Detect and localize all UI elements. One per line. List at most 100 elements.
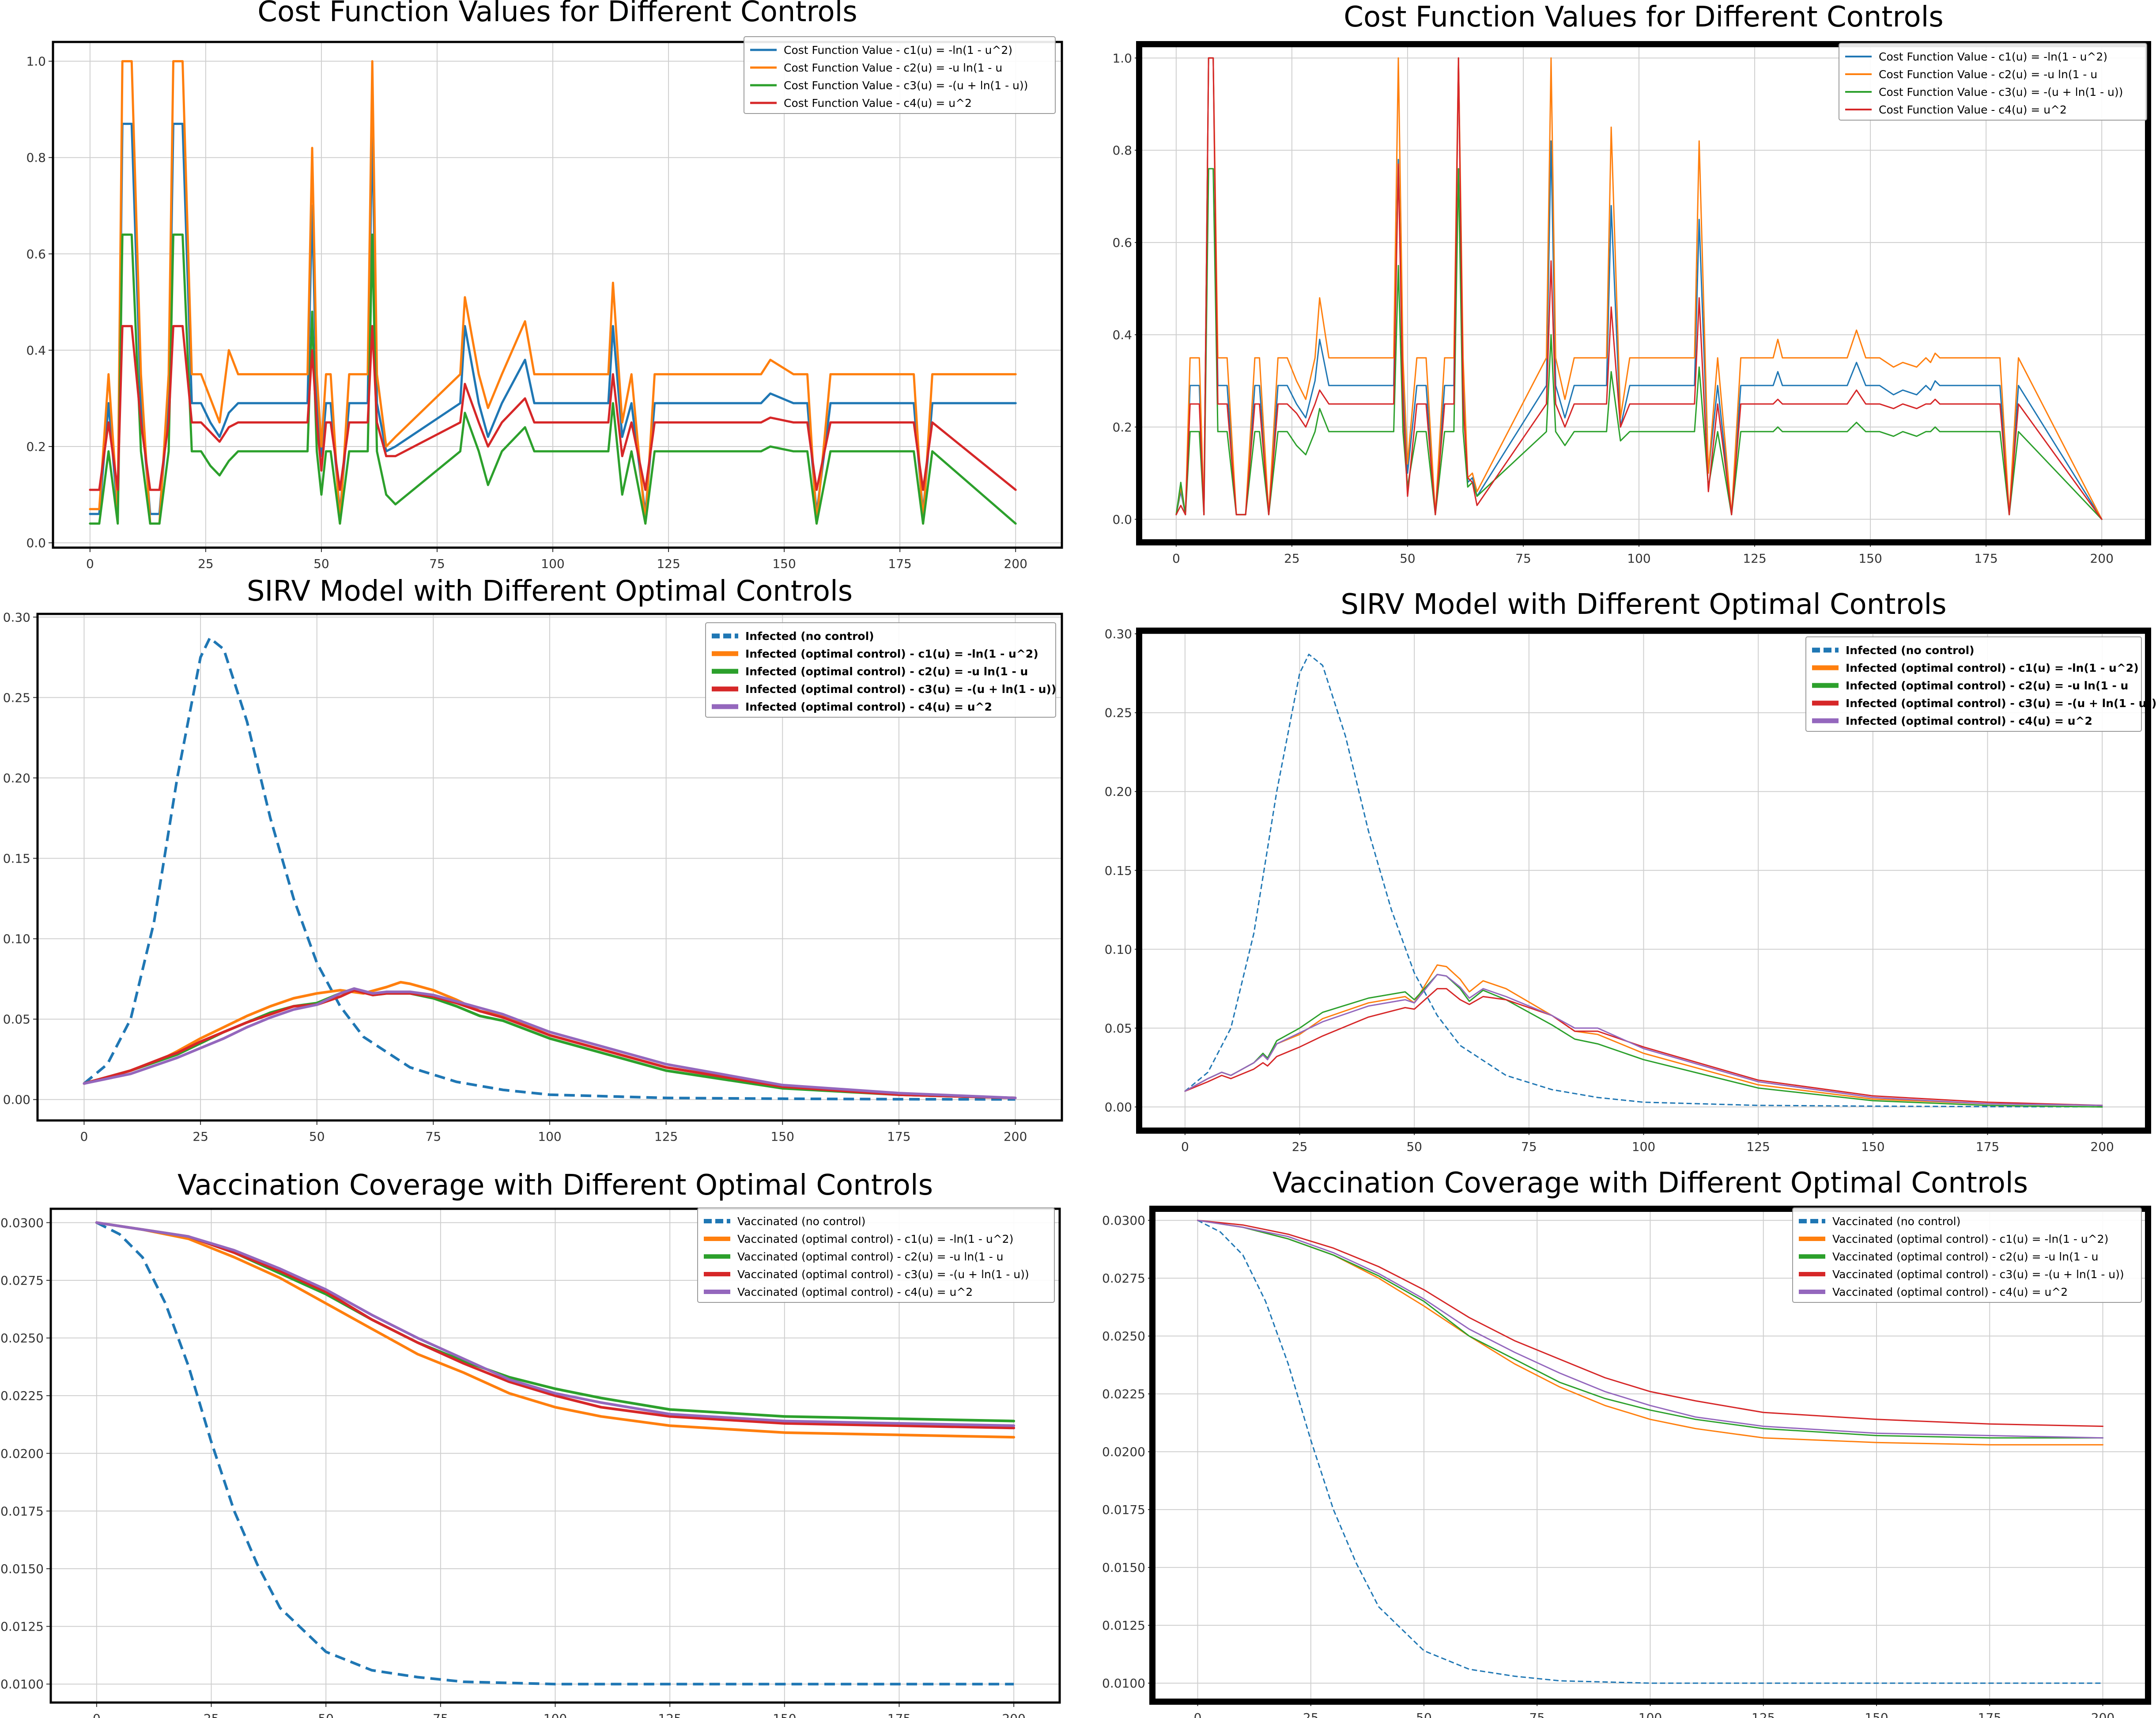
x-tick-label: 0 (93, 1711, 101, 1718)
x-tick-label: 75 (1515, 551, 1531, 566)
y-tick-label: 0.0225 (1102, 1387, 1145, 1401)
vaccination-coverage-chart-left: Vaccination Coverage with Different Opti… (0, 1169, 1061, 1718)
x-tick-label: 0 (1172, 551, 1180, 566)
chart-title: SIRV Model with Different Optimal Contro… (1340, 588, 1946, 621)
y-tick-label: 0.0275 (1102, 1271, 1145, 1286)
x-tick-label: 125 (1746, 1139, 1770, 1154)
x-tick-label: 0 (1194, 1710, 1202, 1718)
series-line-vaccinated-optimal-control-c4-u-u-2 (1197, 1219, 2103, 1439)
legend-label: Cost Function Value - c2(u) = -u ln(1 - … (1879, 68, 2097, 81)
y-tick-label: 0.30 (3, 610, 30, 624)
x-tick-label: 175 (887, 1129, 910, 1144)
legend-label: Infected (no control) (1846, 644, 1975, 657)
chart-title: SIRV Model with Different Optimal Contro… (247, 575, 853, 608)
axes-frame (1149, 1206, 2151, 1705)
series-group (1175, 57, 2103, 520)
series-line-vaccinated-optimal-control-c4-u-u-2 (95, 1221, 1016, 1427)
chart-title: Vaccination Coverage with Different Opti… (177, 1169, 933, 1202)
y-tick-label: 0.8 (26, 151, 46, 165)
y-tick-label: 0.05 (1105, 1021, 1132, 1036)
cost-function-chart-left: Cost Function Values for Different Contr… (26, 0, 1063, 571)
x-tick-label: 100 (1627, 551, 1650, 566)
series-line-infected-no-control (83, 636, 1016, 1101)
y-tick-label: 0.0175 (0, 1504, 44, 1518)
y-tick-label: 0.10 (1105, 942, 1132, 957)
legend-label: Vaccinated (no control) (737, 1215, 865, 1228)
legend: Vaccinated (no control) Vaccinated (optim… (697, 1207, 1055, 1303)
x-tick-label: 200 (1004, 556, 1027, 571)
legend-label: Infected (no control) (745, 630, 874, 643)
legend-label: Infected (optimal control) - c1(u) = -ln… (1846, 662, 2139, 674)
legend-label: Infected (optimal control) - c2(u) = -u … (745, 665, 1028, 678)
series-group (83, 636, 1017, 1101)
vaccination-coverage-chart-right: Vaccination Coverage with Different Opti… (1102, 1167, 2151, 1718)
y-tick-label: 0.00 (1105, 1100, 1132, 1114)
y-tick-label: 0.6 (1112, 235, 1132, 250)
y-tick-label: 0.20 (1105, 784, 1132, 799)
y-tick-label: 0.0300 (1102, 1213, 1145, 1228)
x-tick-label: 125 (658, 1711, 681, 1718)
series-line-cost-function-value-c2-u-u-ln-1-u (1175, 57, 2103, 520)
series-line-cost-function-value-c4-u-u-2 (1175, 57, 2103, 520)
y-tick-label: 0.6 (26, 247, 46, 261)
y-tick-label: 0.0225 (0, 1389, 44, 1403)
axes-frame (49, 1207, 1061, 1704)
x-tick-label: 0 (86, 556, 94, 571)
x-tick-label: 100 (1639, 1710, 1662, 1718)
y-tick-label: 0.30 (1105, 627, 1132, 641)
series-group (1197, 1219, 2103, 1684)
legend-label: Vaccinated (optimal control) - c1(u) = -… (1832, 1233, 2108, 1245)
x-tick-label: 50 (1416, 1710, 1432, 1718)
y-tick-label: 0.0150 (1102, 1560, 1145, 1575)
y-tick-label: 0.05 (3, 1012, 30, 1027)
x-tick-label: 175 (888, 556, 911, 571)
legend: Cost Function Value - c1(u) = -ln(1 - u^… (744, 36, 1056, 114)
x-tick-label: 175 (1976, 1139, 1999, 1154)
series-line-vaccinated-no-control (96, 1221, 1014, 1686)
series-line-vaccinated-no-control (1197, 1219, 2103, 1684)
series-line-cost-function-value-c3-u-u-ln-1-u (1175, 168, 2103, 520)
x-tick-label: 150 (1861, 1139, 1884, 1154)
x-tick-label: 25 (1303, 1710, 1319, 1718)
series-group (89, 60, 1017, 525)
legend-label: Infected (optimal control) - c4(u) = u^2 (745, 700, 992, 713)
sirv-model-chart-right: SIRV Model with Different Optimal Contro… (1105, 588, 2156, 1154)
axes-frame (52, 41, 1063, 549)
x-tick-label: 100 (538, 1129, 561, 1144)
x-tick-label: 25 (1284, 551, 1300, 566)
y-tick-label: 0.0175 (1102, 1502, 1145, 1517)
legend-label: Vaccinated (optimal control) - c2(u) = -… (1832, 1250, 2099, 1263)
x-tick-label: 0 (1181, 1139, 1189, 1154)
x-tick-label: 125 (657, 556, 680, 571)
legend-label: Infected (optimal control) - c2(u) = -u … (1846, 679, 2128, 692)
cost-function-chart-right: Cost Function Values for Different Contr… (1112, 1, 2151, 566)
axes-frame (1136, 41, 2151, 545)
x-tick-label: 100 (544, 1711, 567, 1718)
legend-box (1839, 43, 2147, 121)
legend-label: Vaccinated (optimal control) - c1(u) = -… (737, 1233, 1013, 1245)
x-tick-label: 150 (771, 1129, 794, 1144)
x-tick-label: 50 (1400, 551, 1416, 566)
legend-label: Cost Function Value - c2(u) = -u ln(1 - … (784, 61, 1002, 74)
axes-frame (36, 613, 1063, 1122)
x-tick-label: 75 (1521, 1139, 1537, 1154)
y-tick-label: 0.20 (3, 771, 30, 785)
legend-label: Cost Function Value - c3(u) = -(u + ln(1… (1879, 86, 2123, 98)
legend-label: Cost Function Value - c3(u) = -(u + ln(1… (784, 79, 1028, 92)
legend-label: Vaccinated (optimal control) - c2(u) = -… (737, 1250, 1004, 1263)
legend-label: Vaccinated (optimal control) - c3(u) = -… (737, 1268, 1029, 1281)
series-line-cost-function-value-c3-u-u-ln-1-u (89, 233, 1017, 525)
x-tick-label: 0 (80, 1129, 88, 1144)
y-tick-label: 0.4 (26, 343, 46, 358)
y-tick-label: 0.0200 (0, 1446, 44, 1461)
series-line-cost-function-value-c2-u-u-ln-1-u (89, 60, 1017, 525)
chart-title: Cost Function Values for Different Contr… (257, 0, 857, 28)
x-tick-label: 125 (1752, 1710, 1775, 1718)
x-tick-label: 75 (433, 1711, 449, 1718)
x-tick-label: 200 (2090, 1139, 2114, 1154)
y-tick-label: 0.25 (3, 690, 30, 705)
sirv-model-chart-left: SIRV Model with Different Optimal Contro… (3, 575, 1063, 1144)
x-tick-label: 75 (429, 556, 445, 571)
x-tick-label: 175 (1974, 551, 1997, 566)
